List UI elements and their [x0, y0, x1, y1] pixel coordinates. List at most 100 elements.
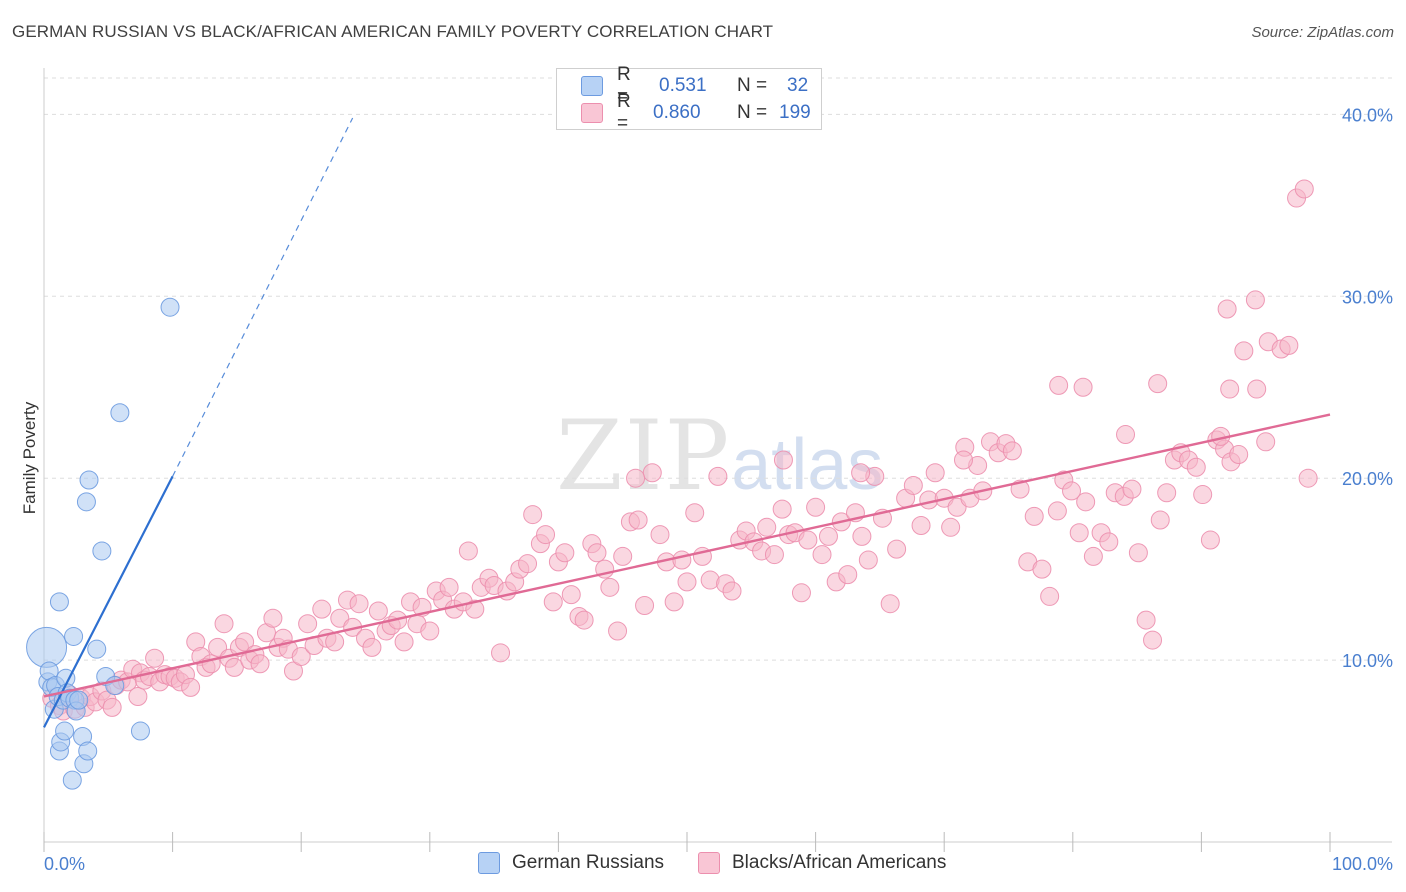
- black-african-american-point: [613, 546, 633, 566]
- black-african-american-point: [458, 541, 478, 561]
- black-african-american-point: [851, 463, 871, 483]
- black-african-american-point: [1049, 375, 1069, 395]
- black-african-american-point: [608, 621, 628, 641]
- black-african-american-point: [555, 543, 575, 563]
- german-russian-point: [110, 403, 130, 423]
- bottom-legend-swatch-pink: [698, 852, 720, 874]
- legend-row-blacks: R = 0.860 N = 199: [581, 91, 811, 134]
- black-african-american-point: [1256, 432, 1276, 452]
- black-african-american-point: [439, 577, 459, 597]
- black-african-american-point: [181, 677, 201, 697]
- black-african-american-point: [1294, 179, 1314, 199]
- black-african-american-point: [523, 505, 543, 525]
- black-african-american-point: [947, 497, 967, 517]
- x-tick-label: 100.0%: [1332, 854, 1393, 874]
- legend-n-value: 199: [779, 102, 811, 123]
- black-african-american-point: [852, 526, 872, 546]
- black-african-american-point: [1186, 457, 1206, 477]
- black-african-american-trendline: [43, 413, 1331, 698]
- black-african-american-point: [773, 450, 793, 470]
- german-russian-point: [79, 470, 99, 490]
- legend-row-german-russians: R = 0.531 N = 32: [581, 64, 808, 107]
- black-african-american-point: [298, 614, 318, 634]
- black-african-american-point: [812, 545, 832, 565]
- black-african-american-point: [263, 608, 283, 628]
- german-russian-point: [49, 592, 69, 612]
- german-russian-point: [87, 639, 107, 659]
- black-african-american-point: [1116, 425, 1136, 445]
- german-russian-trendline-extension: [172, 117, 354, 477]
- black-african-american-point: [208, 637, 228, 657]
- black-african-american-point: [677, 572, 697, 592]
- black-african-american-point: [283, 661, 303, 681]
- black-african-american-point: [600, 577, 620, 597]
- y-tick-label: 20.0%: [1342, 469, 1393, 489]
- black-african-american-point: [1040, 586, 1060, 606]
- legend-n-label: N =: [737, 102, 768, 123]
- black-african-american-point: [128, 686, 148, 706]
- bottom-legend-german-russians: German Russians: [478, 852, 664, 874]
- chart-title: GERMAN RUSSIAN VS BLACK/AFRICAN AMERICAN…: [12, 22, 774, 41]
- black-african-american-point: [1245, 290, 1265, 310]
- black-african-american-point: [1062, 481, 1082, 501]
- black-african-american-point: [708, 466, 728, 486]
- german-russian-point: [64, 626, 84, 646]
- german-russian-point: [76, 492, 96, 512]
- x-tick-label: 0.0%: [44, 854, 85, 874]
- black-african-american-point: [250, 654, 270, 674]
- black-african-american-point: [772, 499, 792, 519]
- black-african-american-point: [312, 599, 332, 619]
- black-african-american-point: [953, 450, 973, 470]
- legend-swatch-blue: [581, 76, 603, 96]
- black-african-american-point: [518, 554, 538, 574]
- black-african-american-point: [722, 581, 742, 601]
- black-african-american-point: [536, 525, 556, 545]
- black-african-american-point: [214, 614, 234, 634]
- black-african-american-point: [911, 515, 931, 535]
- black-african-american-point: [925, 463, 945, 483]
- black-african-american-point: [1136, 610, 1156, 630]
- black-african-american-point: [700, 570, 720, 590]
- black-african-american-point: [224, 657, 244, 677]
- black-african-american-point: [941, 517, 961, 537]
- black-african-american-point: [1150, 510, 1170, 530]
- black-african-american-point: [1002, 441, 1022, 461]
- black-african-american-point: [650, 525, 670, 545]
- black-african-american-point: [102, 697, 122, 717]
- german-russian-point: [130, 721, 150, 741]
- legend-r-value: 0.531: [659, 75, 707, 96]
- black-african-american-point: [1069, 523, 1089, 543]
- black-african-american-point: [1200, 530, 1220, 550]
- black-african-american-point: [362, 637, 382, 657]
- black-african-american-point: [420, 621, 440, 641]
- black-african-american-point: [561, 585, 581, 605]
- legend-r-label: R =: [617, 64, 631, 107]
- black-african-american-point: [349, 594, 369, 614]
- german-russian-point: [62, 770, 82, 790]
- german-russian-point: [92, 541, 112, 561]
- black-african-american-point: [642, 463, 662, 483]
- german-russian-point: [26, 626, 68, 668]
- black-african-american-point: [491, 643, 511, 663]
- black-african-american-point: [1047, 501, 1067, 521]
- black-african-american-point: [1024, 506, 1044, 526]
- legend-swatch-pink: [581, 103, 603, 123]
- german-russian-point: [55, 721, 75, 741]
- black-african-american-point: [1220, 379, 1240, 399]
- y-tick-label: 30.0%: [1342, 287, 1393, 307]
- legend-n-label: N =: [737, 75, 768, 96]
- black-african-american-point: [1157, 483, 1177, 503]
- bottom-legend-label: Blacks/African Americans: [732, 852, 947, 873]
- black-african-american-point: [664, 592, 684, 612]
- black-african-american-point: [806, 497, 826, 517]
- black-african-american-point: [1247, 379, 1267, 399]
- black-african-american-point: [325, 632, 345, 652]
- black-african-american-point: [858, 550, 878, 570]
- black-african-american-point: [1076, 492, 1096, 512]
- black-african-american-point: [1099, 532, 1119, 552]
- black-african-american-point: [757, 517, 777, 537]
- source-label: Source: ZipAtlas.com: [1251, 24, 1394, 41]
- black-african-american-point: [672, 550, 692, 570]
- black-african-american-point: [1279, 335, 1299, 355]
- black-african-american-point: [587, 543, 607, 563]
